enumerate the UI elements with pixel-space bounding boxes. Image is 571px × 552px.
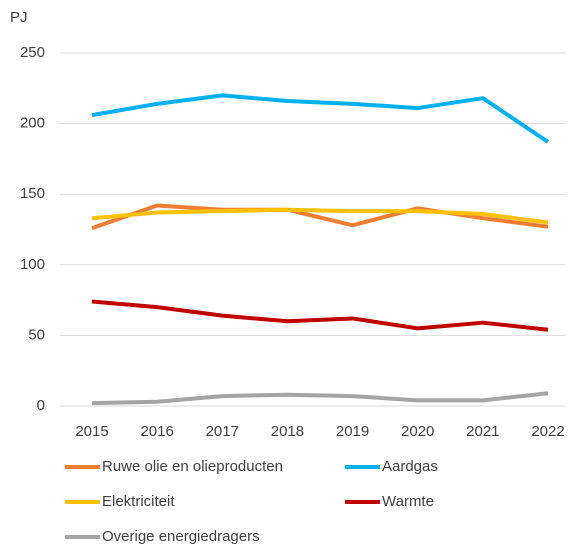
x-tick-label: 2016 — [140, 423, 173, 440]
x-tick-label: 2022 — [531, 423, 564, 440]
x-tick-label: 2015 — [75, 423, 108, 440]
x-tick-label: 2019 — [336, 423, 369, 440]
series-line — [91, 203, 549, 230]
y-tick-label: 200 — [20, 115, 45, 132]
y-tick-label: 150 — [20, 185, 45, 202]
series-line — [91, 391, 549, 406]
x-tick-label: 2021 — [466, 423, 499, 440]
series-line — [91, 207, 549, 225]
x-tick-label: 2020 — [401, 423, 434, 440]
x-tick-label: 2018 — [271, 423, 304, 440]
x-tick-label: 2017 — [206, 423, 239, 440]
series-line — [91, 93, 550, 144]
y-axis-label: PJ — [10, 9, 28, 26]
legend-label: Warmte — [382, 493, 434, 510]
y-tick-label: 100 — [20, 256, 45, 273]
legend-label: Ruwe olie en olieproducten — [102, 458, 283, 475]
y-tick-label: 50 — [28, 326, 45, 343]
series-line — [91, 299, 549, 332]
legend-label: Aardgas — [382, 458, 438, 475]
legend-label: Elektriciteit — [102, 493, 175, 510]
y-tick-label: 250 — [20, 44, 45, 61]
legend-label: Overige energiedragers — [102, 528, 260, 545]
y-tick-label: 0 — [37, 397, 45, 414]
